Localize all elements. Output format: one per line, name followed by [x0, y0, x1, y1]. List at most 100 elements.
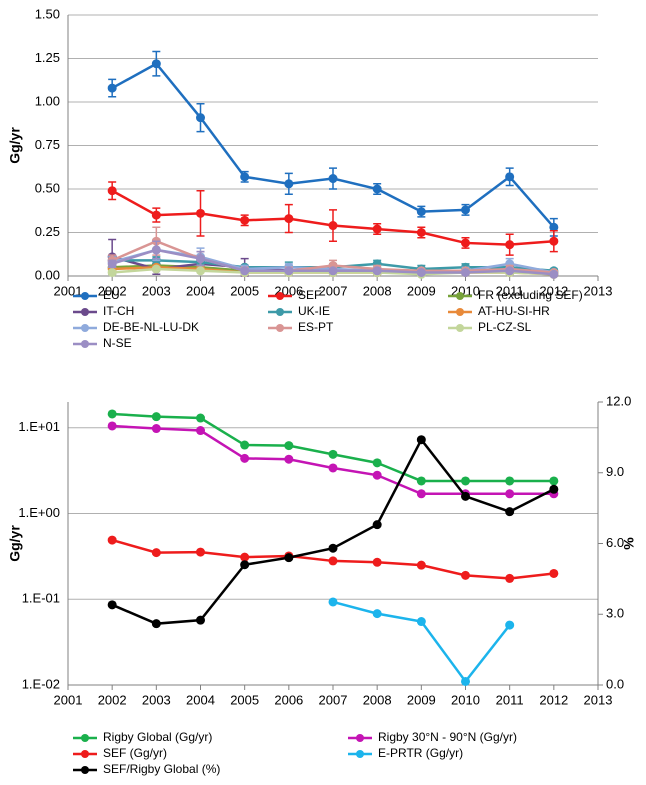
x-tick-label: 2010 [451, 692, 480, 707]
data-point [240, 560, 250, 570]
x-tick-label: 2004 [186, 692, 215, 707]
y-tick-label: 0.00 [35, 267, 60, 282]
legend-label: E-PRTR (Gg/yr) [378, 746, 463, 760]
y-tick-label: 0.25 [35, 224, 60, 239]
data-point [505, 620, 515, 630]
data-point [416, 207, 426, 217]
data-point [416, 228, 426, 237]
data-point [284, 441, 294, 451]
legend-marker [81, 292, 89, 300]
x-tick-label: 2011 [496, 692, 524, 707]
data-point [416, 435, 426, 445]
legend-marker [456, 324, 464, 332]
data-point [284, 266, 294, 276]
x-tick-label: 2005 [230, 692, 259, 707]
legend-label: SEF (Gg/yr) [103, 746, 167, 760]
data-point [505, 573, 515, 583]
legend-label: AT-HU-SI-HR [478, 304, 550, 318]
data-point [461, 570, 470, 580]
data-point [328, 556, 338, 566]
legend-label: IT-CH [103, 304, 134, 318]
y-tick-label: 1.50 [35, 6, 60, 21]
data-point [328, 543, 338, 553]
data-point [240, 172, 250, 182]
data-point [107, 600, 117, 610]
legend-marker [456, 292, 464, 300]
y-tick-label: 1.E+01 [18, 419, 60, 434]
data-point [107, 409, 117, 419]
data-point [240, 552, 250, 562]
data-point [196, 413, 205, 423]
y-tick-label: 1.00 [35, 93, 60, 108]
y2-tick-label: 9.0 [606, 464, 624, 479]
data-point [284, 553, 294, 563]
data-point [328, 449, 338, 459]
legend-label: ES-PT [298, 320, 334, 334]
x-tick-label: 2007 [319, 283, 348, 298]
x-tick-label: 2007 [319, 692, 348, 707]
x-tick-label: 2012 [539, 283, 568, 298]
y2-tick-label: 0.0 [606, 676, 624, 691]
legend-marker [356, 734, 364, 742]
y-tick-label: 1.E+00 [18, 505, 60, 520]
data-point [372, 266, 382, 276]
data-point [461, 238, 470, 248]
series-line [112, 424, 554, 496]
data-point [107, 535, 117, 545]
data-point [416, 560, 426, 570]
y-axis-label: Gg/yr [7, 127, 23, 164]
data-point [240, 266, 250, 276]
legend-label: FR (excluding SEF) [478, 288, 583, 302]
data-point [372, 184, 382, 194]
data-point [151, 412, 161, 422]
legend-label: N-SE [103, 336, 132, 350]
legend-marker [81, 308, 89, 316]
x-tick-label: 2003 [142, 283, 171, 298]
data-point [505, 507, 515, 517]
data-point [461, 491, 470, 501]
y-tick-label: 1.E-02 [22, 676, 60, 691]
data-point [107, 268, 117, 278]
x-tick-label: 2005 [230, 283, 259, 298]
data-point [549, 484, 559, 494]
legend-marker [81, 324, 89, 332]
x-tick-label: 2013 [584, 283, 613, 298]
data-point [505, 266, 515, 276]
x-tick-label: 2012 [539, 692, 568, 707]
y-tick-label: 1.E-01 [22, 591, 60, 606]
legend-marker [276, 308, 284, 316]
legend-marker [276, 292, 284, 300]
data-point [328, 221, 338, 231]
data-point [461, 268, 470, 278]
data-point [196, 113, 205, 123]
x-tick-label: 2009 [407, 283, 436, 298]
data-point [151, 619, 161, 629]
data-point [549, 476, 559, 486]
y-tick-label: 0.50 [35, 180, 60, 195]
y-tick-label: 1.25 [35, 50, 60, 65]
data-point [284, 454, 294, 464]
data-point [328, 174, 338, 184]
data-point [461, 676, 470, 686]
data-point [372, 520, 382, 530]
data-point [151, 264, 161, 274]
data-point [505, 172, 515, 182]
x-tick-label: 2006 [274, 692, 303, 707]
x-tick-label: 2001 [54, 692, 83, 707]
legend-label: UK-IE [298, 304, 330, 318]
data-point [416, 489, 426, 499]
data-point [284, 179, 294, 189]
legend-marker [356, 750, 364, 758]
x-tick-label: 2008 [363, 283, 392, 298]
data-point [196, 426, 205, 436]
data-point [240, 215, 250, 225]
data-point [284, 214, 294, 224]
x-tick-label: 2011 [496, 283, 524, 298]
x-tick-label: 2003 [142, 692, 171, 707]
data-point [107, 186, 117, 196]
data-point [151, 548, 161, 558]
y-axis-label: Gg/yr [7, 525, 23, 562]
data-point [505, 476, 515, 486]
